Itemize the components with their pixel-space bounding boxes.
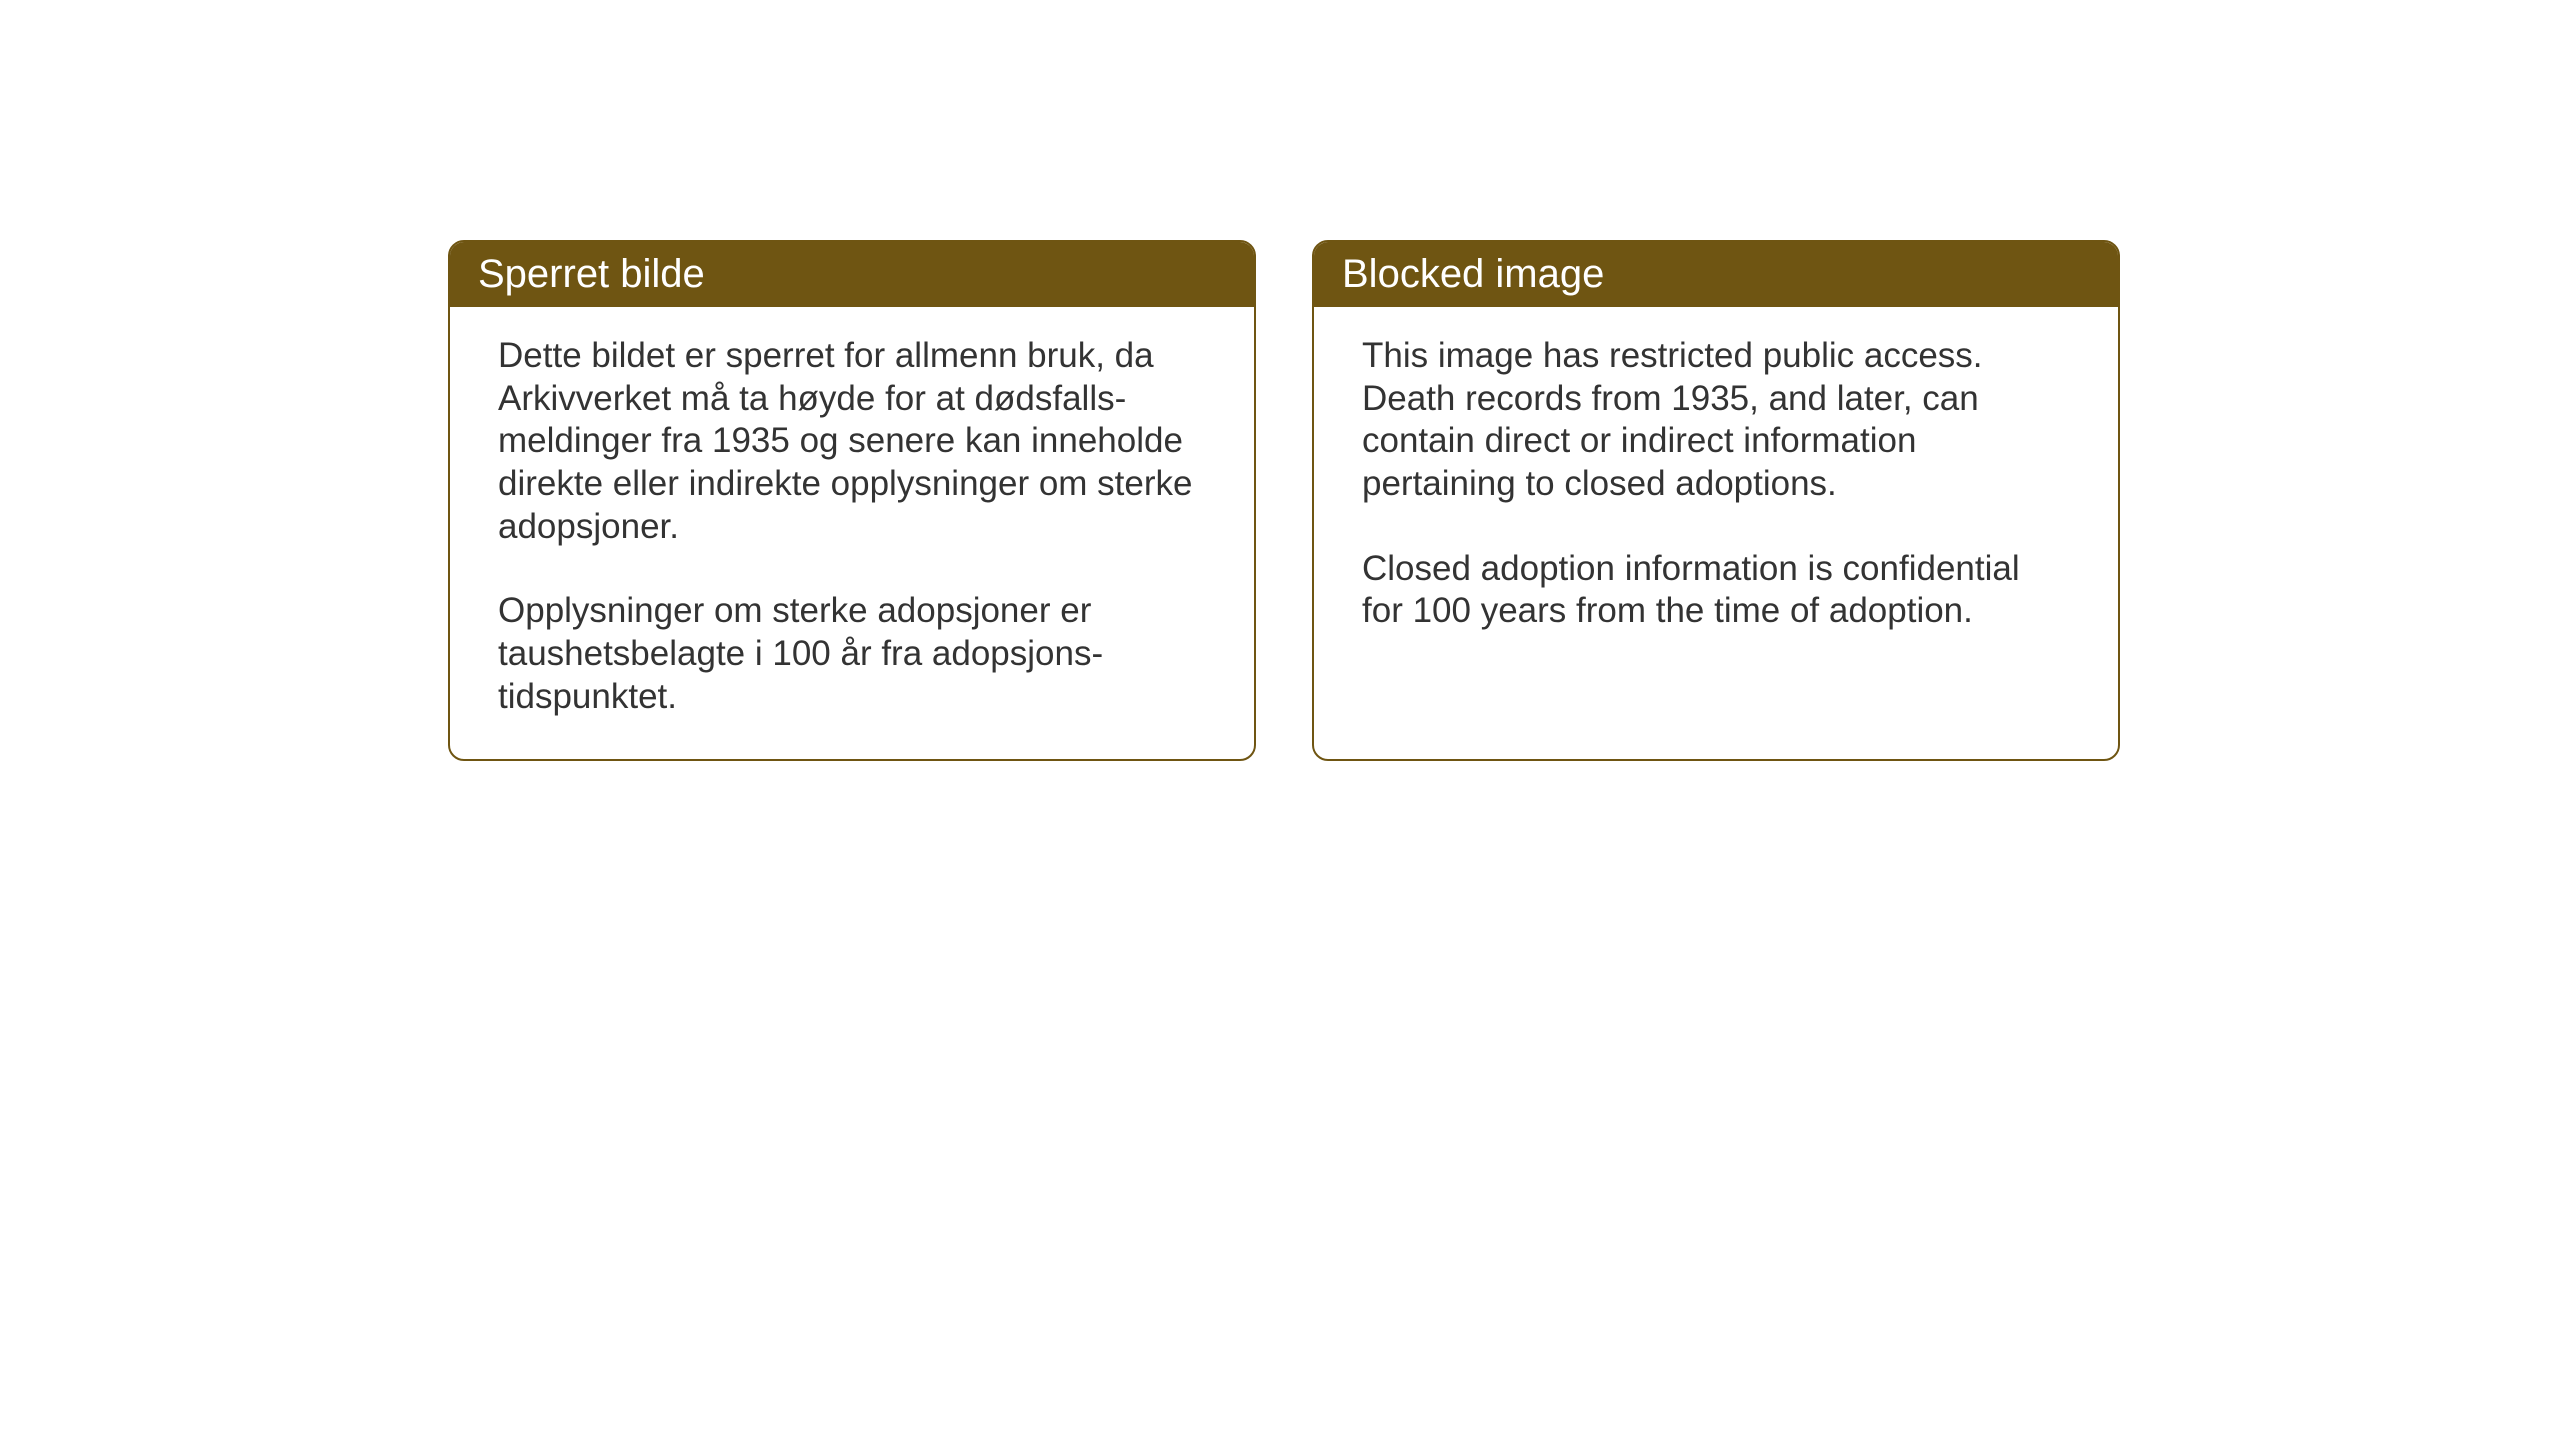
notice-paragraph-2-norwegian: Opplysninger om sterke adopsjoner er tau… xyxy=(498,590,1206,718)
notice-paragraph-2-english: Closed adoption information is confident… xyxy=(1362,548,2070,633)
notice-card-english: Blocked image This image has restricted … xyxy=(1312,240,2120,761)
notice-header-english: Blocked image xyxy=(1314,242,2118,307)
notice-card-norwegian: Sperret bilde Dette bildet er sperret fo… xyxy=(448,240,1256,761)
notice-body-english: This image has restricted public access.… xyxy=(1314,307,2118,673)
notice-title-english: Blocked image xyxy=(1342,252,1604,296)
notice-body-norwegian: Dette bildet er sperret for allmenn bruk… xyxy=(450,307,1254,759)
notice-title-norwegian: Sperret bilde xyxy=(478,252,705,296)
notice-paragraph-1-english: This image has restricted public access.… xyxy=(1362,335,2070,506)
notice-header-norwegian: Sperret bilde xyxy=(450,242,1254,307)
notice-paragraph-1-norwegian: Dette bildet er sperret for allmenn bruk… xyxy=(498,335,1206,548)
notice-container: Sperret bilde Dette bildet er sperret fo… xyxy=(448,240,2120,761)
